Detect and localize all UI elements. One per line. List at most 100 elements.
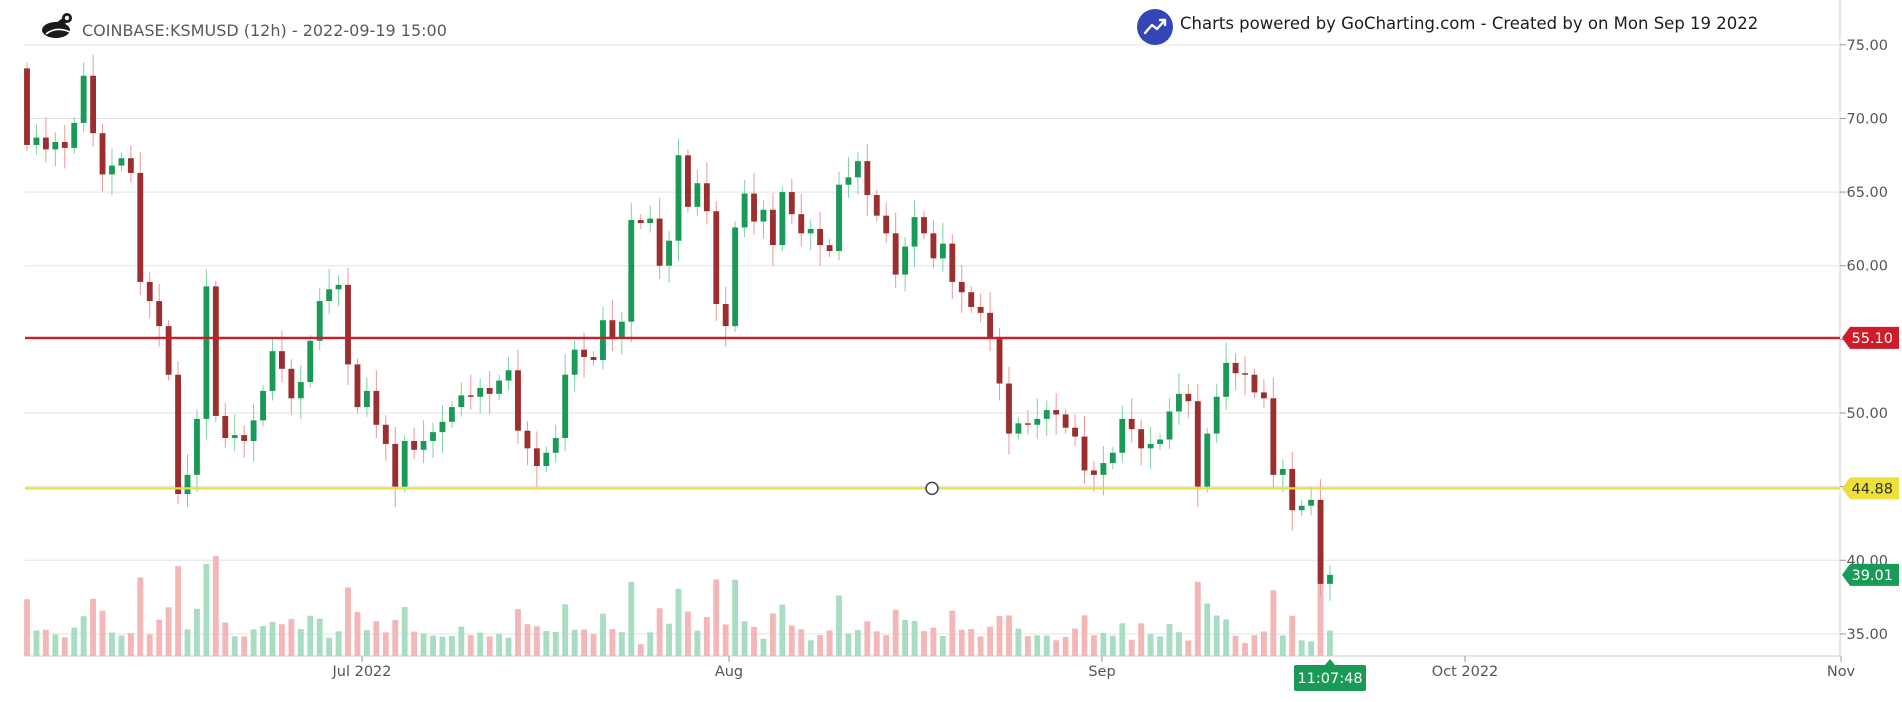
volume-bar — [524, 624, 531, 656]
candle — [1062, 414, 1069, 428]
candle — [61, 142, 68, 148]
candle — [1251, 374, 1258, 393]
candle — [609, 320, 616, 338]
volume-bar — [241, 636, 248, 656]
volume-bar — [600, 613, 606, 656]
candle — [71, 122, 78, 148]
volume-bar — [250, 629, 257, 656]
volume-bar — [288, 619, 295, 656]
candle — [751, 193, 757, 222]
volume-bar — [1251, 635, 1258, 656]
volume-bar — [807, 640, 814, 656]
candle — [382, 424, 389, 444]
candle — [845, 177, 852, 185]
y-tick-label: 50.00 — [1846, 406, 1888, 422]
line-anchor-handle[interactable] — [925, 481, 939, 496]
candle — [618, 321, 625, 338]
volume-bar — [430, 635, 436, 656]
candle — [552, 438, 559, 453]
volume-bar — [458, 626, 465, 656]
candle — [1213, 396, 1220, 434]
volume-bar — [1232, 635, 1239, 656]
candle — [1100, 463, 1107, 475]
candle — [316, 301, 323, 341]
volume-bar — [939, 636, 946, 656]
candle — [279, 351, 285, 369]
volume-bar — [1298, 640, 1305, 656]
candle — [33, 137, 40, 145]
y-tick-label: 35.00 — [1846, 627, 1888, 643]
candle — [118, 158, 125, 166]
y-tick-label: 75.00 — [1846, 38, 1888, 54]
candle — [1289, 468, 1296, 511]
candle — [109, 165, 115, 175]
volume-bar — [439, 636, 446, 656]
candle — [817, 228, 824, 246]
candle — [307, 340, 314, 383]
volume-bar — [203, 564, 210, 656]
volume-bar — [1043, 635, 1050, 656]
volume-bar — [533, 626, 540, 656]
candle — [1006, 383, 1012, 434]
candle — [647, 218, 654, 224]
candle — [1166, 411, 1173, 440]
candle — [1242, 373, 1248, 375]
candle — [1072, 427, 1078, 437]
volume-bar — [958, 629, 965, 656]
volume-bar — [212, 556, 219, 656]
x-tick-label: Oct 2022 — [1432, 664, 1499, 680]
x-tick-label: Nov — [1827, 664, 1856, 680]
candle — [505, 370, 512, 381]
volume-bar — [1157, 636, 1163, 656]
volume-bar — [685, 611, 691, 656]
volume-bar — [61, 637, 68, 656]
volume-bar — [222, 622, 229, 656]
resistance-price-label: 55.10 — [1851, 331, 1893, 347]
volume-bar — [590, 634, 597, 656]
candle — [250, 420, 257, 441]
candle — [1176, 393, 1182, 412]
volume-bar — [552, 632, 559, 656]
volume-bar — [864, 621, 871, 656]
volume-bar — [911, 621, 918, 656]
volume-bar — [930, 627, 937, 656]
candle — [477, 387, 484, 397]
volume-bar — [751, 626, 757, 656]
volume-bar — [1270, 590, 1277, 656]
volume-bar — [722, 624, 729, 656]
candle — [401, 440, 408, 487]
candle — [392, 443, 399, 487]
volume-bar — [996, 616, 1003, 656]
volume-bar — [788, 625, 795, 656]
candle — [722, 304, 729, 327]
volume-bar — [467, 635, 474, 656]
volume-bar — [647, 632, 654, 656]
volume-bar — [732, 579, 739, 656]
candle — [987, 312, 994, 338]
volume-bar — [883, 635, 890, 656]
volume-bar — [373, 621, 380, 656]
candle — [1317, 499, 1324, 584]
candle — [175, 374, 181, 494]
candle — [458, 395, 465, 408]
candle — [1232, 362, 1239, 374]
candle — [628, 220, 635, 322]
candle — [241, 435, 248, 441]
candle — [694, 183, 701, 207]
volume-bar — [779, 604, 786, 656]
candle — [581, 349, 588, 358]
candle — [600, 320, 606, 360]
volume-bar — [1100, 632, 1107, 656]
volume-bar — [987, 626, 994, 656]
candle — [562, 374, 569, 439]
candle — [203, 286, 210, 419]
volume-bar — [637, 644, 644, 656]
volume-bar — [156, 619, 163, 656]
candle — [1034, 418, 1041, 425]
volume-bar — [543, 630, 550, 656]
x-tick-label: Aug — [715, 664, 743, 680]
volume-bar — [354, 611, 361, 656]
candle — [1081, 436, 1088, 471]
